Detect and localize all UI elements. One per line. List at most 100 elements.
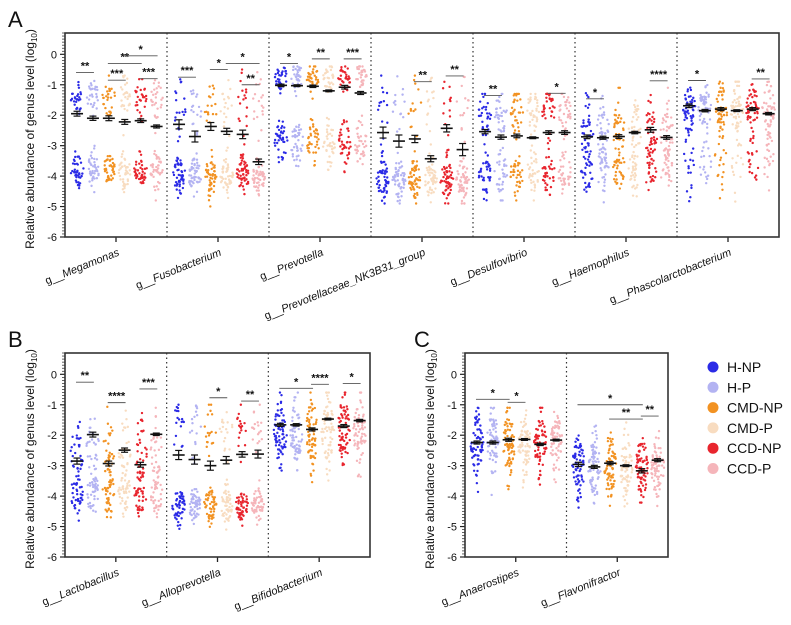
data-point (106, 96, 110, 99)
data-point (199, 425, 203, 428)
data-point (138, 470, 142, 473)
data-point (362, 151, 365, 154)
data-point (93, 79, 96, 83)
data-point (183, 97, 186, 100)
data-point (512, 450, 516, 453)
data-point (748, 89, 751, 92)
data-point (767, 105, 770, 108)
data-point (635, 195, 638, 198)
data-point (417, 88, 420, 91)
data-point (561, 192, 564, 195)
data-point (108, 485, 112, 489)
data-point (487, 445, 490, 448)
data-point (93, 177, 96, 180)
data-point (567, 109, 571, 113)
data-point (617, 154, 621, 157)
data-point (312, 68, 315, 71)
data-point (107, 498, 110, 501)
data-point (231, 505, 234, 508)
data-point (181, 173, 184, 177)
data-point (316, 78, 320, 82)
data-point (175, 421, 178, 425)
data-point (698, 118, 702, 122)
data-point (687, 112, 690, 115)
data-point (88, 158, 91, 161)
data-point (222, 186, 225, 189)
data-point (755, 94, 758, 98)
data-point (403, 100, 406, 103)
data-point (90, 84, 93, 87)
data-point (552, 175, 555, 179)
data-point (206, 498, 209, 502)
data-point (532, 160, 536, 163)
data-point (769, 136, 772, 139)
data-point (401, 178, 404, 182)
data-point (307, 420, 311, 424)
data-point (515, 176, 518, 179)
data-point (204, 175, 207, 178)
data-point (331, 437, 334, 441)
data-point (226, 191, 229, 194)
data-point (520, 106, 523, 109)
data-point (284, 74, 287, 78)
data-point (475, 410, 478, 413)
data-point (301, 135, 305, 138)
data-point (143, 172, 146, 175)
data-point (140, 114, 143, 118)
data-point (257, 495, 261, 499)
data-point (80, 464, 83, 467)
data-point (316, 132, 319, 135)
data-point (458, 164, 461, 167)
data-point (355, 149, 358, 152)
data-point (347, 147, 351, 150)
data-point (377, 180, 380, 183)
data-point (223, 181, 227, 184)
data-point (489, 406, 493, 410)
data-point (177, 403, 180, 406)
data-point (396, 179, 399, 182)
data-point (346, 154, 349, 157)
data-point (721, 98, 724, 101)
data-point (478, 114, 481, 118)
data-point (434, 171, 437, 174)
data-point (241, 510, 244, 513)
data-point (109, 481, 113, 484)
data-point (360, 70, 363, 74)
data-point (95, 477, 98, 481)
data-point (220, 420, 224, 424)
data-point (689, 95, 692, 98)
data-point (615, 121, 618, 124)
data-point (767, 130, 770, 134)
data-point (294, 76, 298, 79)
data-point (430, 163, 434, 166)
data-point (670, 124, 674, 127)
data-point (633, 172, 637, 175)
data-point (321, 427, 324, 431)
data-point (509, 165, 513, 168)
data-point (225, 170, 228, 174)
data-point (300, 82, 303, 86)
data-point (292, 65, 295, 68)
data-point (509, 468, 513, 472)
data-point (119, 167, 122, 170)
data-point (736, 129, 739, 133)
data-point (636, 104, 639, 108)
data-point (718, 121, 721, 124)
data-point (101, 93, 104, 97)
x-tick-label: g__Haemophilus (550, 246, 632, 288)
data-point (359, 458, 362, 461)
data-point (308, 142, 312, 145)
data-point (176, 524, 180, 527)
significance-label: ** (120, 51, 129, 63)
data-point (143, 178, 146, 182)
data-point (76, 163, 80, 166)
data-point (735, 138, 739, 142)
data-point (210, 517, 214, 521)
data-point (683, 93, 687, 97)
data-point (498, 152, 502, 156)
data-point (113, 91, 116, 94)
data-point (152, 501, 155, 505)
data-point (481, 188, 485, 191)
data-point (346, 417, 350, 420)
data-point (446, 149, 449, 152)
